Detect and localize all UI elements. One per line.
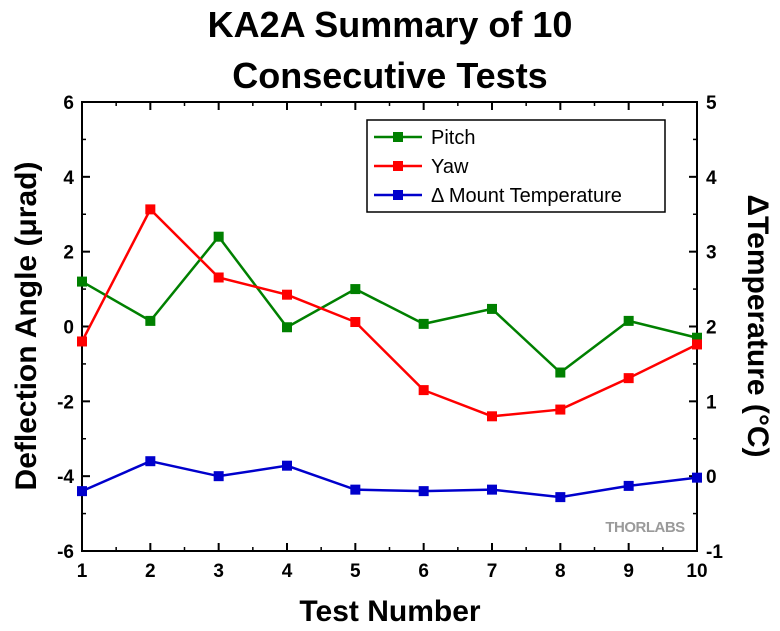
data-point-pitch (623, 315, 634, 326)
data-point-yaw (350, 317, 361, 328)
x-tick-label: 8 (555, 561, 566, 582)
legend-label-pitch: Pitch (431, 127, 475, 149)
legend-marker-yaw (393, 161, 403, 171)
data-point-yaw (213, 272, 224, 283)
data-point-pitch (145, 315, 156, 326)
legend-marker-mount-temperature (393, 190, 403, 200)
data-point-pitch (692, 332, 702, 343)
data-point-pitch (77, 276, 87, 287)
series-line-yaw (80, 207, 698, 418)
x-tick-label: 2 (145, 561, 156, 582)
y-left-tick-label: -6 (57, 542, 74, 563)
x-tick-label: 4 (282, 561, 293, 582)
y-left-tick-label: 4 (63, 168, 74, 189)
legend: Pitch Yaw Δ Mount Temperature (366, 119, 666, 213)
axis-ticks: 1 2 3 4 5 6 7 8 9 10 -6 -4 -2 0 2 4 6 -1 0 1 2 3 4 5 (57, 93, 723, 582)
data-point-yaw (692, 339, 702, 350)
y-left-tick-label: 0 (63, 318, 74, 339)
data-point-mount-temperature (692, 472, 702, 483)
data-point-pitch (555, 367, 566, 378)
y-right-tick-label: 5 (706, 93, 717, 114)
y-left-tick-label: -2 (57, 392, 74, 413)
y-right-tick-label: 1 (706, 392, 717, 413)
data-point-mount-temperature (623, 480, 634, 491)
chart-title: KA2A Summary of 10 Consecutive Tests (208, 4, 573, 96)
data-point-yaw (77, 336, 87, 347)
data-point-yaw (145, 204, 156, 215)
data-point-mount-temperature (350, 484, 361, 495)
x-axis-label: Test Number (299, 595, 480, 628)
data-point-mount-temperature (282, 460, 292, 471)
data-point-mount-temperature (418, 486, 429, 497)
data-point-pitch (487, 303, 497, 314)
y-right-tick-label: -1 (706, 542, 723, 563)
x-tick-label: 1 (77, 561, 88, 582)
series-lines (77, 204, 702, 503)
y-right-tick-label: 3 (706, 243, 717, 264)
data-point-mount-temperature (555, 492, 566, 503)
data-point-pitch (418, 318, 429, 329)
y-right-tick-label: 4 (706, 168, 717, 189)
data-point-mount-temperature (213, 471, 224, 482)
series-line-mount-temperature (81, 459, 698, 499)
chart-title-line-2: Consecutive Tests (232, 55, 547, 96)
y-left-tick-label: -4 (57, 467, 74, 488)
legend-label-yaw: Yaw (431, 156, 469, 178)
y-right-tick-label: 0 (706, 467, 717, 488)
data-point-yaw (555, 404, 566, 415)
y-axis-right-label: ΔTemperature (°C) (741, 194, 774, 457)
data-point-mount-temperature (145, 456, 156, 467)
x-tick-label: 10 (686, 561, 707, 582)
data-point-yaw (282, 289, 292, 300)
y-left-tick-label: 2 (63, 243, 74, 264)
series-line-pitch (81, 234, 698, 375)
data-point-yaw (418, 385, 429, 396)
legend-label-mount-temperature: Δ Mount Temperature (431, 185, 622, 207)
thorlabs-watermark: THORLABS (605, 519, 685, 536)
x-tick-label: 3 (213, 561, 224, 582)
x-tick-label: 5 (350, 561, 361, 582)
y-left-tick-label: 6 (63, 93, 74, 114)
y-right-tick-label: 2 (706, 318, 717, 339)
y-axis-left-label: Deflection Angle (μrad) (10, 162, 43, 491)
data-point-mount-temperature (487, 484, 497, 495)
data-point-pitch (282, 322, 292, 333)
x-tick-label: 6 (418, 561, 429, 582)
data-point-mount-temperature (77, 486, 87, 497)
data-point-yaw (623, 373, 634, 384)
legend-marker-pitch (393, 132, 403, 142)
chart-title-line-1: KA2A Summary of 10 (208, 4, 573, 45)
data-point-yaw (487, 411, 497, 422)
data-point-pitch (350, 284, 361, 295)
x-tick-label: 9 (623, 561, 634, 582)
data-point-pitch (213, 231, 224, 242)
x-tick-label: 7 (487, 561, 498, 582)
